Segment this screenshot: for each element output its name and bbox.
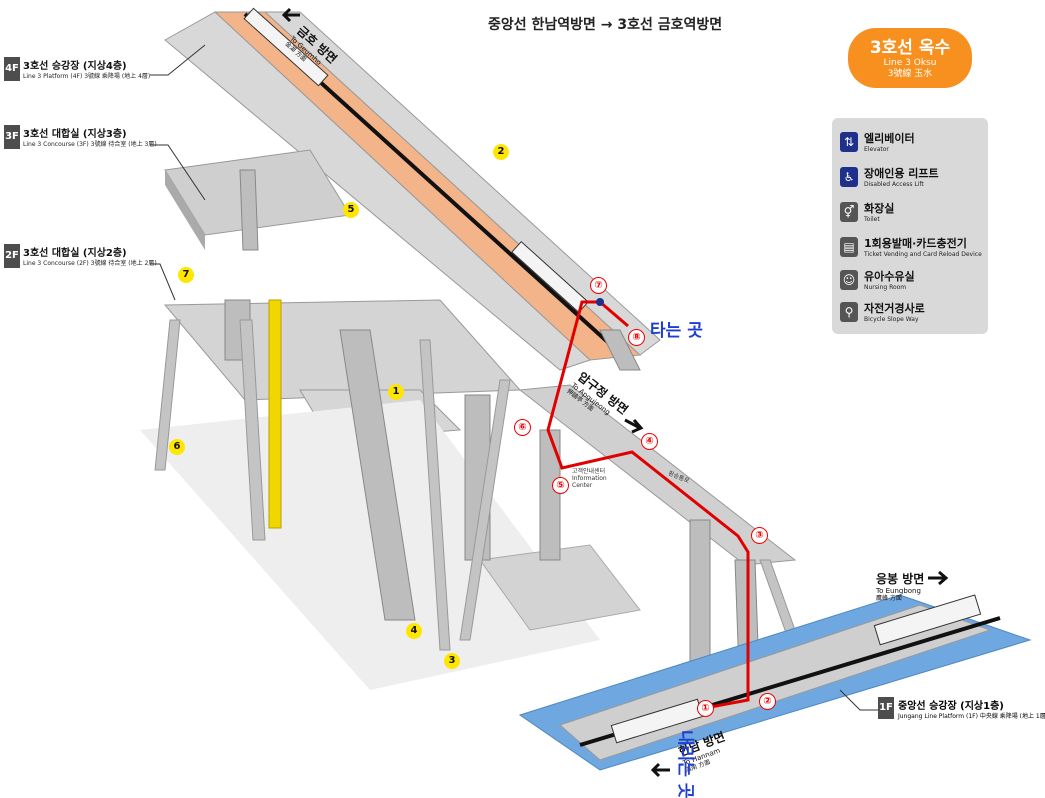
route-step-6: ⑥ [514, 419, 531, 436]
legend-label-en: Toilet [864, 216, 880, 223]
arrow-hannam [650, 762, 670, 778]
alighting-point-label: 내리는 곳 [675, 730, 695, 798]
transfer-bridge [518, 384, 797, 566]
station-name-han: 3號線 玉水 [887, 69, 933, 79]
arrow-apgujeong [624, 418, 644, 434]
legend-label-en: Elevator [864, 146, 889, 153]
direction-label: 응봉 방면 [876, 572, 925, 586]
legend-label: 유아수유실 [864, 270, 915, 283]
floor-subtitle: Jungang Line Platform (1F) 中央線 乘降場 (地上 1… [898, 713, 1045, 720]
exit-3: 3 [444, 653, 460, 669]
train-line3 [243, 7, 329, 87]
legend-label: 화장실 [864, 202, 895, 215]
leader-3f [150, 144, 206, 201]
leader-4f [150, 44, 206, 76]
page-title: 중앙선 한남역방면 → 3호선 금호역방면 [488, 17, 723, 33]
arrow-eungbong [928, 570, 949, 586]
legend-label-en: Nursing Room [864, 284, 907, 291]
legend-label-en: Bicycle Slope Way [864, 316, 919, 323]
info-center-ko: 고객안내센터 [572, 468, 606, 475]
legend-label: 1회용발매·카드충전기 [864, 237, 967, 250]
floor-subtitle: Line 3 Concourse (3F) 3號線 待合室 (地上 3層) [23, 141, 157, 148]
boarding-point-label: 타는 곳 [650, 321, 703, 341]
floor-title: 중앙선 승강장 (지상1층) [898, 701, 1004, 712]
toilet-icon: ⚥ [840, 202, 858, 222]
floor-tag: 2F [4, 244, 20, 268]
information-center-label: 고객안내센터 Information Center [572, 468, 607, 489]
exit-5: 5 [343, 202, 359, 218]
exit-4: 4 [406, 623, 422, 639]
route-step-2: ② [759, 693, 776, 710]
train-line3-2 [511, 240, 589, 314]
legend-label: 장애인용 리프트 [864, 167, 939, 180]
legend-label: 자전거경사로 [864, 302, 925, 315]
train-jungang [873, 594, 982, 646]
elevator-shaft [268, 299, 282, 529]
floor-title: 3호선 승강장 (지상4층) [23, 61, 127, 72]
floor-title: 3호선 대합실 (지상2층) [23, 248, 127, 259]
info-center-en: Information [572, 475, 607, 482]
route-step-5: ⑤ [552, 477, 569, 494]
wheelchair-lift-icon: ♿ [840, 167, 858, 187]
arrow-geumho [281, 7, 300, 23]
exit-1: 1 [388, 384, 404, 400]
exit-2: 2 [493, 144, 509, 160]
exit-6: 6 [169, 439, 185, 455]
bicycle-icon: ⚲ [840, 302, 858, 322]
nursing-room-icon: ☺ [840, 270, 858, 290]
direction-label-en: To Eungbong [876, 587, 921, 595]
route-step-1: ① [697, 700, 714, 717]
ticket-machine-icon: ▤ [840, 237, 858, 257]
legend-label: 엘리베이터 [864, 132, 915, 145]
transfer-route [546, 300, 750, 710]
info-center-en2: Center [572, 482, 593, 489]
floor-title: 3호선 대합실 (지상3층) [23, 129, 127, 140]
leader-1f [839, 689, 878, 711]
floor-subtitle: Line 3 Concourse (2F) 3號線 待合室 (地上 2層) [23, 260, 157, 267]
route-step-7: ⑦ [590, 277, 607, 294]
exit-7: 7 [178, 267, 194, 283]
station-badge: 3호선 옥수 Line 3 Oksu 3號線 玉水 [848, 28, 972, 88]
elevator-icon: ⇅ [840, 132, 858, 152]
leader-2f [150, 263, 176, 301]
legend-label-en: Disabled Access Lift [864, 181, 924, 188]
direction-eungbong: 응봉 방면 To Eungbong 鷹峰 方面 [876, 570, 924, 602]
station-name: 3호선 옥수 [869, 38, 951, 58]
floor-subtitle: Line 3 Platform (4F) 3號線 乘降場 (地上 4層) [23, 73, 151, 80]
direction-label-han: 鷹峰 方面 [876, 595, 902, 602]
facility-legend: ⇅ 엘리베이터 Elevator ♿ 장애인용 리프트 Disabled Acc… [832, 118, 988, 334]
concourse-2f [163, 299, 522, 401]
floor-tag: 1F [878, 697, 894, 719]
legend-label-en: Ticket Vending and Card Reload Device [864, 251, 982, 258]
route-step-3: ③ [751, 527, 768, 544]
floor-tag: 4F [4, 57, 20, 81]
route-step-4: ④ [641, 433, 658, 450]
route-step-8: ⑧ [628, 329, 645, 346]
station-name-en: Line 3 Oksu [883, 58, 937, 68]
floor-tag: 3F [4, 125, 20, 149]
